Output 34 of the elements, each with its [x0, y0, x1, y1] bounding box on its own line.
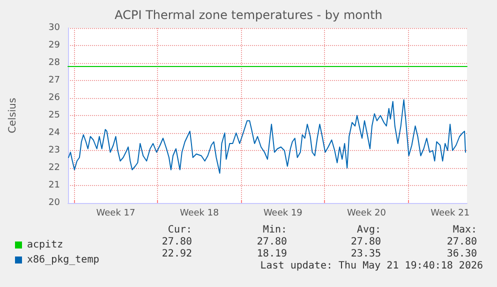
- x-tick-label: Week 20: [347, 208, 386, 218]
- y-tick-label: 20: [48, 198, 60, 208]
- text: 36.30: [446, 248, 478, 260]
- y-tick-label: 28: [48, 58, 60, 68]
- text: Avg:: [356, 224, 382, 236]
- y-tick-label: 25: [48, 110, 60, 120]
- y-tick-label: 29: [48, 40, 60, 50]
- x-tick-label: Week 21: [430, 208, 470, 218]
- chart-title: ACPI Thermal zone temperatures - by month: [114, 8, 382, 22]
- text: Max:: [452, 224, 478, 236]
- y-tick-label: 27: [48, 76, 60, 86]
- text: 27.80: [256, 236, 288, 248]
- text: Min:: [262, 224, 288, 236]
- legend-label: x86_pkg_temp: [27, 254, 100, 266]
- text: 27.80: [162, 236, 192, 248]
- y-tick-label: 21: [48, 180, 60, 190]
- line-series: [68, 99, 466, 174]
- y-tick-label: 24: [48, 128, 60, 138]
- y-tick-label: 23: [48, 146, 60, 156]
- text: 27.80: [350, 236, 382, 248]
- legend-label: acpitz: [27, 240, 64, 250]
- x-tick-label: Week 18: [180, 208, 220, 218]
- x-tick-label: Week 17: [96, 208, 136, 218]
- y-tick-label: 26: [48, 93, 60, 103]
- text: 27.80: [446, 236, 478, 248]
- text: Cur:: [168, 224, 192, 236]
- text: Last update: Thu May 21 19:40:18 2026: [260, 260, 484, 272]
- x-tick-label: Week 19: [263, 208, 303, 218]
- text: 18.19: [256, 248, 288, 260]
- text: 23.35: [350, 248, 382, 260]
- text: 22.92: [162, 248, 192, 260]
- y-axis-title: Celsius: [8, 98, 18, 134]
- y-tick-label: 22: [48, 163, 60, 173]
- y-tick-label: 30: [48, 23, 60, 33]
